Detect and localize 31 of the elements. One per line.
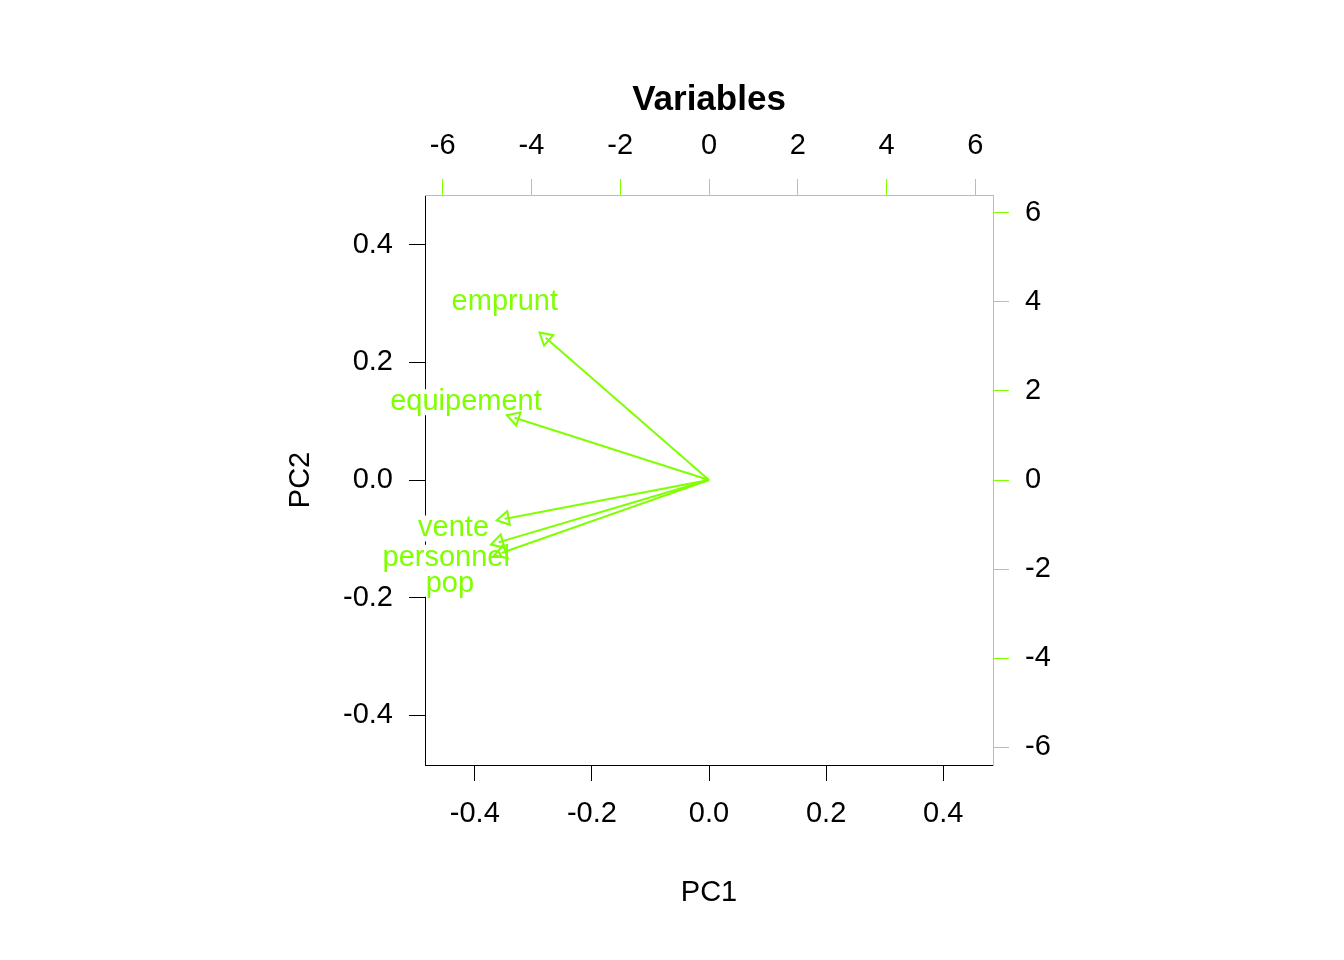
y2-tick-label: -6: [1025, 729, 1051, 762]
y2-tick-label: 0: [1025, 462, 1042, 494]
y-tick-label: -0.4: [343, 697, 393, 730]
y2-tick-label: 4: [1025, 283, 1042, 316]
x2-tick-label: 0: [700, 127, 718, 160]
x2-tick-label: 2: [789, 127, 806, 160]
y2-tick-label: -2: [1025, 551, 1051, 584]
series-label: emprunt: [451, 284, 558, 317]
x2-tick-label: -4: [518, 127, 545, 160]
x2-tick-label: -2: [607, 127, 634, 160]
x-tick-label: -0.4: [449, 796, 500, 829]
y-tick-label: 0.2: [352, 344, 393, 377]
chart-title: Variables: [632, 77, 786, 117]
x2-tick-label: 4: [878, 127, 895, 160]
x-tick-label: 0.0: [688, 796, 730, 829]
y-tick-label: 0.0: [352, 462, 393, 494]
x2-tick-label: -6: [429, 127, 456, 160]
series-label: vente: [418, 510, 490, 543]
y-tick-label: 0.4: [352, 226, 393, 259]
y-axis-title: PC2: [283, 451, 316, 509]
x-tick-label: 0.4: [923, 796, 964, 829]
x-tick-label: -0.2: [566, 796, 617, 829]
y2-tick-label: 2: [1025, 372, 1042, 405]
x2-tick-label: 6: [967, 127, 984, 160]
y2-tick-label: -4: [1025, 640, 1051, 673]
x-axis-title: PC1: [680, 874, 738, 907]
y-tick-label: -0.2: [343, 579, 393, 612]
x-tick-label: 0.2: [805, 796, 847, 829]
series-label: pop: [425, 565, 475, 598]
y2-tick-label: 6: [1025, 194, 1042, 227]
series-label: equipement: [390, 384, 542, 417]
